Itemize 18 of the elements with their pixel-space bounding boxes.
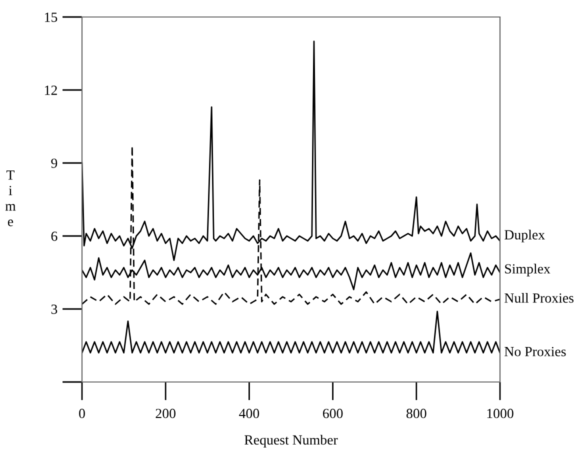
y-tick-label: 6 [51,232,58,241]
line-series [82,310,500,354]
x-tick-label: 200 [156,408,176,418]
x-tick-label: 400 [239,408,260,418]
x-tick-label: 800 [406,408,426,418]
series-label: No Proxies [504,346,566,356]
x-tick-label: 1000 [487,408,514,418]
y-axis-title: Time [5,170,16,226]
y-tick-label: 15 [45,12,58,22]
series-label: Simplex [505,264,550,276]
y-tick-label: 12 [45,86,57,95]
y-tick-label: 9 [51,158,58,168]
series-label: Null Proxies [504,292,574,303]
x-axis-title: Request Number [244,434,338,448]
x-tick-label: 600 [322,408,343,418]
x-tick-label: 0 [79,408,85,418]
series-label: Duplex [504,230,545,242]
y-tick-label: 3 [51,304,58,314]
